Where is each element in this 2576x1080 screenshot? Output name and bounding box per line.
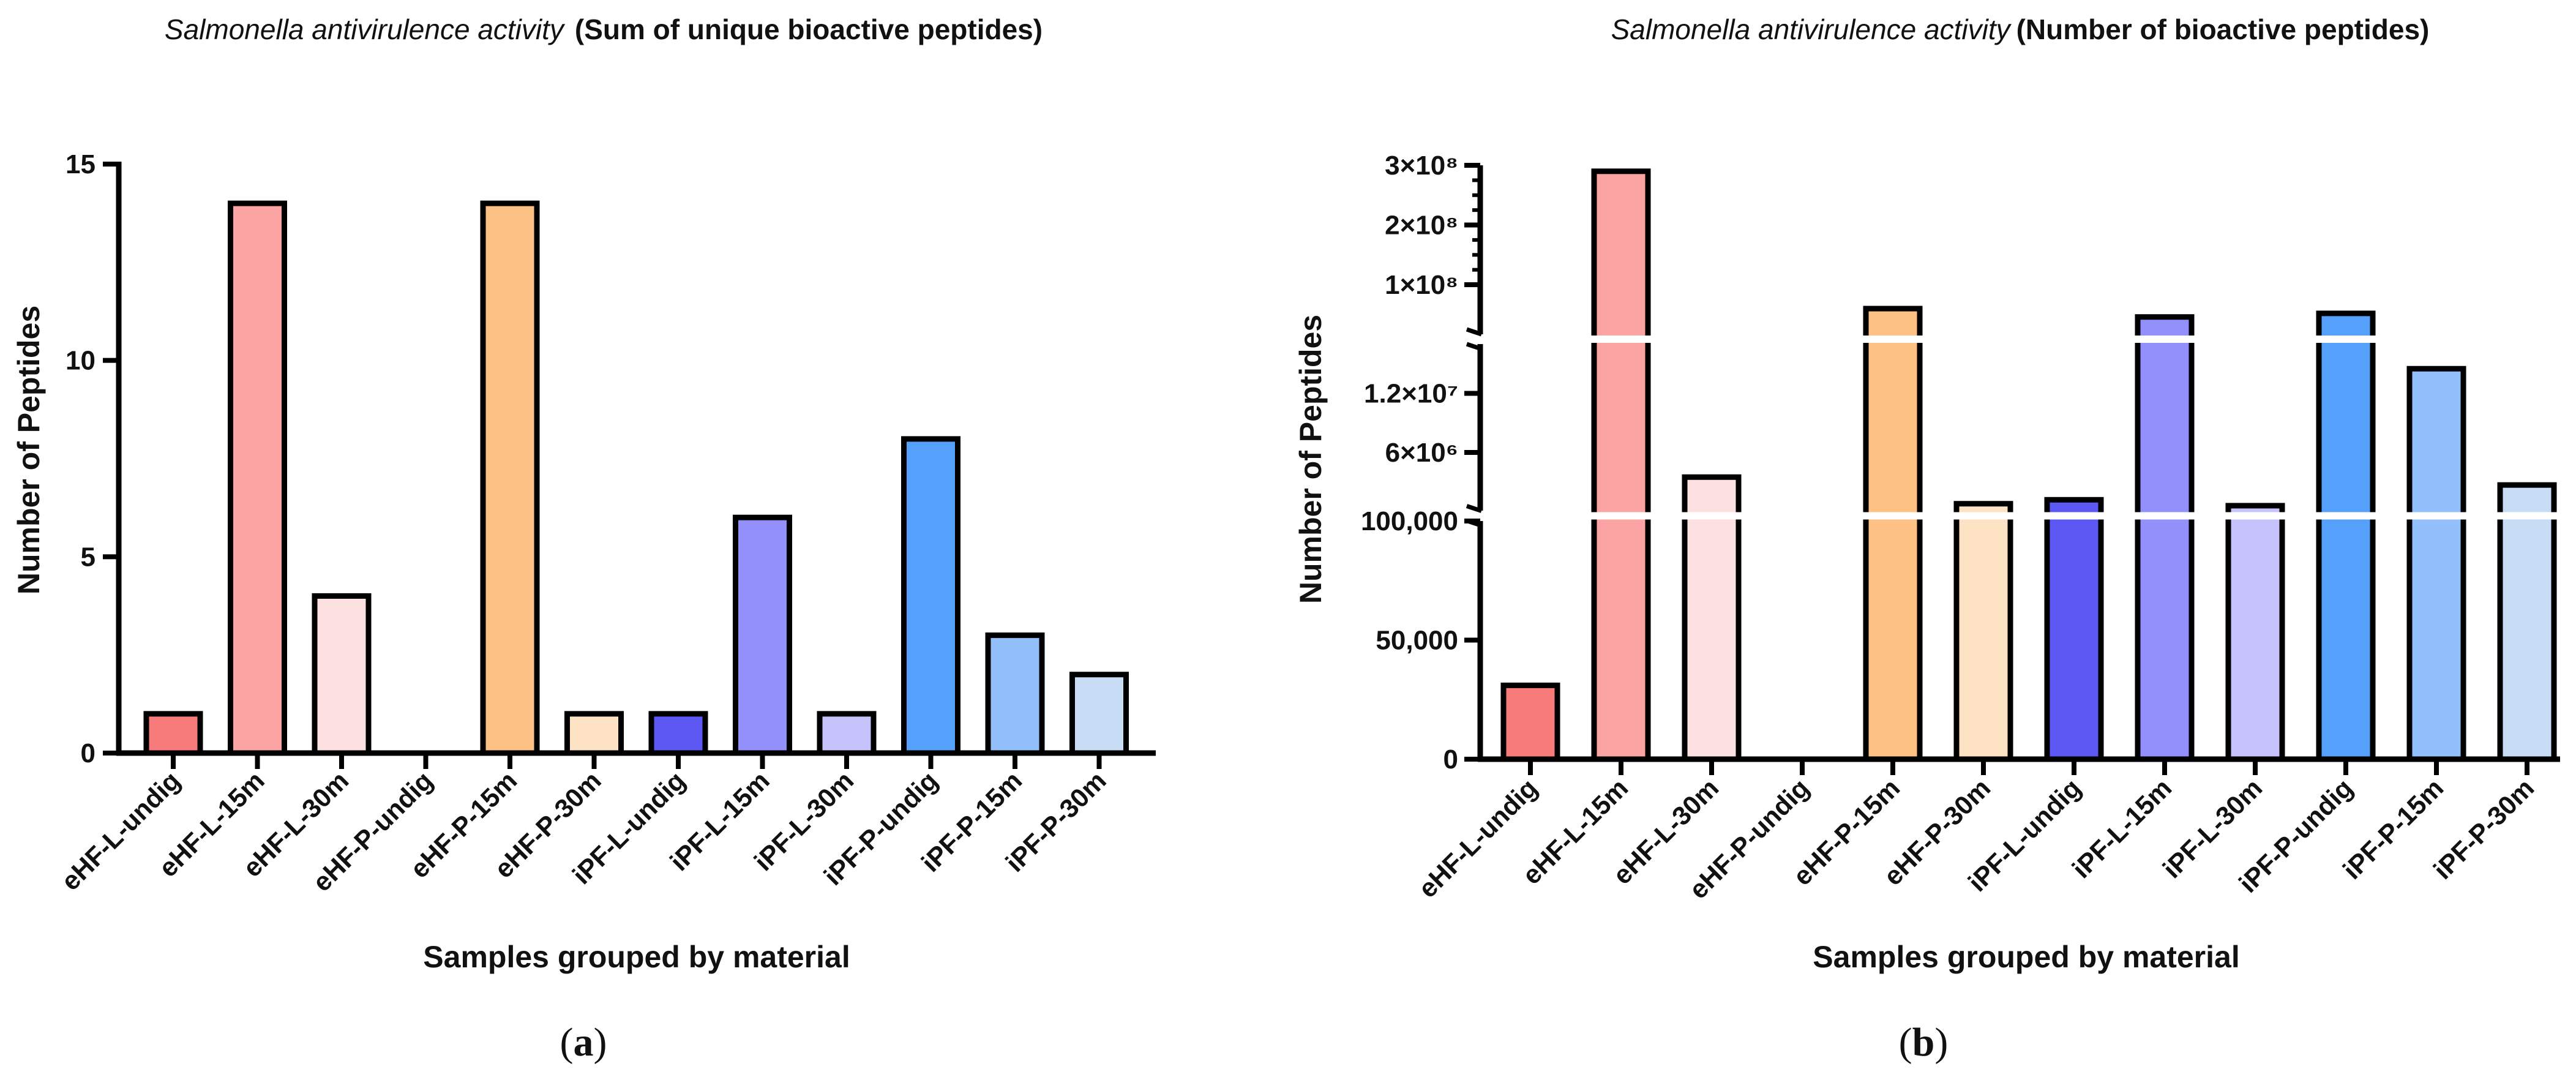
chart-a-xtick-label: eHF-L-undig bbox=[56, 766, 186, 896]
chart-a-bar-eHF-L-30m bbox=[312, 593, 372, 756]
chart-b-bar-iPF-P-30m bbox=[2497, 482, 2557, 762]
chart-b-axis-break-gap bbox=[1478, 336, 2560, 343]
chart-b-bar-eHF-L-15m bbox=[1591, 168, 1651, 762]
chart-a-ytick-label: 15 bbox=[66, 149, 95, 179]
chart-b-ytick-label: 50,000 bbox=[1376, 626, 1458, 656]
chart-b-ytick-label: 1×10⁸ bbox=[1385, 270, 1458, 300]
chart-b-bar-eHF-L-30m bbox=[1682, 474, 1742, 762]
chart-a-bar-iPF-L-15m bbox=[733, 514, 792, 756]
chart-b-axis-break-gap bbox=[1478, 512, 2560, 520]
chart-b-ytick-label: 1.2×10⁷ bbox=[1364, 378, 1458, 408]
chart-a-ytick-label: 10 bbox=[66, 346, 95, 376]
chart-a-bar-iPF-L-undig bbox=[648, 711, 708, 756]
chart-b-ytick-label: 3×10⁸ bbox=[1385, 151, 1458, 181]
chart-b-title-italic: Salmonella antivirulence activity bbox=[1611, 13, 2012, 45]
chart-b-ytick-label: 0 bbox=[1443, 744, 1458, 774]
chart-b-bar-iPF-L-30m bbox=[2225, 503, 2285, 762]
chart-a-bar-iPF-L-30m bbox=[817, 711, 877, 756]
chart-b-xtick-label: eHF-L-undig bbox=[1413, 773, 1543, 904]
chart-a-ytick-label: 0 bbox=[81, 738, 95, 768]
chart-a-title-bold: (Sum of unique bioactive peptides) bbox=[575, 13, 1043, 45]
chart-a-bar-eHF-P-30m bbox=[564, 711, 624, 756]
chart-b-bar-iPF-L-15m bbox=[2135, 314, 2195, 762]
chart-b-bar-eHF-P-30m bbox=[1953, 501, 2013, 762]
chart-b: 0 50,000 100,000 6×10⁶ 1.2×10⁷ 1×10⁸ 2×10⁸ 3×10… bbox=[1361, 151, 2560, 905]
chart-a-ytick-label: 5 bbox=[81, 542, 95, 572]
chart-a-bar-iPF-P-undig bbox=[901, 436, 960, 756]
chart-a-bar-eHF-L-undig bbox=[143, 711, 203, 756]
chart-a-title: Salmonella antivirulence activity (Sum of… bbox=[165, 13, 1043, 45]
chart-a-bar-iPF-P-30m bbox=[1069, 672, 1129, 756]
chart-b-title: Salmonella antivirulence activity (Number… bbox=[1611, 13, 2430, 45]
chart-a-panel-label: (a) bbox=[560, 1020, 607, 1065]
chart-b-xlabel: Samples grouped by material bbox=[1813, 940, 2239, 974]
chart-b-panel-label: (b) bbox=[1899, 1020, 1949, 1065]
chart-b-axis-break-mark bbox=[1466, 327, 1483, 337]
chart-b-bar-iPF-P-undig bbox=[2316, 310, 2376, 762]
chart-b-ytick-label: 2×10⁸ bbox=[1385, 211, 1458, 241]
chart-b-bar-eHF-L-undig bbox=[1500, 682, 1560, 762]
chart-b-ytick-label: 100,000 bbox=[1361, 506, 1458, 536]
chart-b-bar-iPF-L-undig bbox=[2044, 497, 2104, 762]
chart-a-bar-eHF-L-15m bbox=[228, 200, 287, 756]
chart-b-ylabel: Number of Peptides bbox=[1294, 315, 1328, 604]
chart-b-bar-eHF-P-15m bbox=[1863, 306, 1923, 762]
chart-a-bar-eHF-P-15m bbox=[480, 200, 540, 756]
chart-b-bar-iPF-P-15m bbox=[2406, 366, 2466, 762]
chart-b-axis-break-mark bbox=[1466, 504, 1483, 513]
chart-b-axis-break-mark bbox=[1466, 342, 1483, 351]
chart-b-title-bold: (Number of bioactive peptides) bbox=[2016, 13, 2430, 45]
chart-b-ytick-label: 6×10⁶ bbox=[1385, 438, 1458, 468]
chart-a-xlabel: Samples grouped by material bbox=[423, 940, 850, 974]
chart-a-ylabel: Number of Peptides bbox=[12, 306, 46, 594]
chart-a-title-italic: Salmonella antivirulence activity bbox=[165, 13, 566, 45]
chart-a-bar-iPF-P-15m bbox=[985, 632, 1045, 756]
chart-a: 051015eHF-L-undigeHF-L-15meHF-L-30meHF-P… bbox=[56, 149, 1156, 898]
